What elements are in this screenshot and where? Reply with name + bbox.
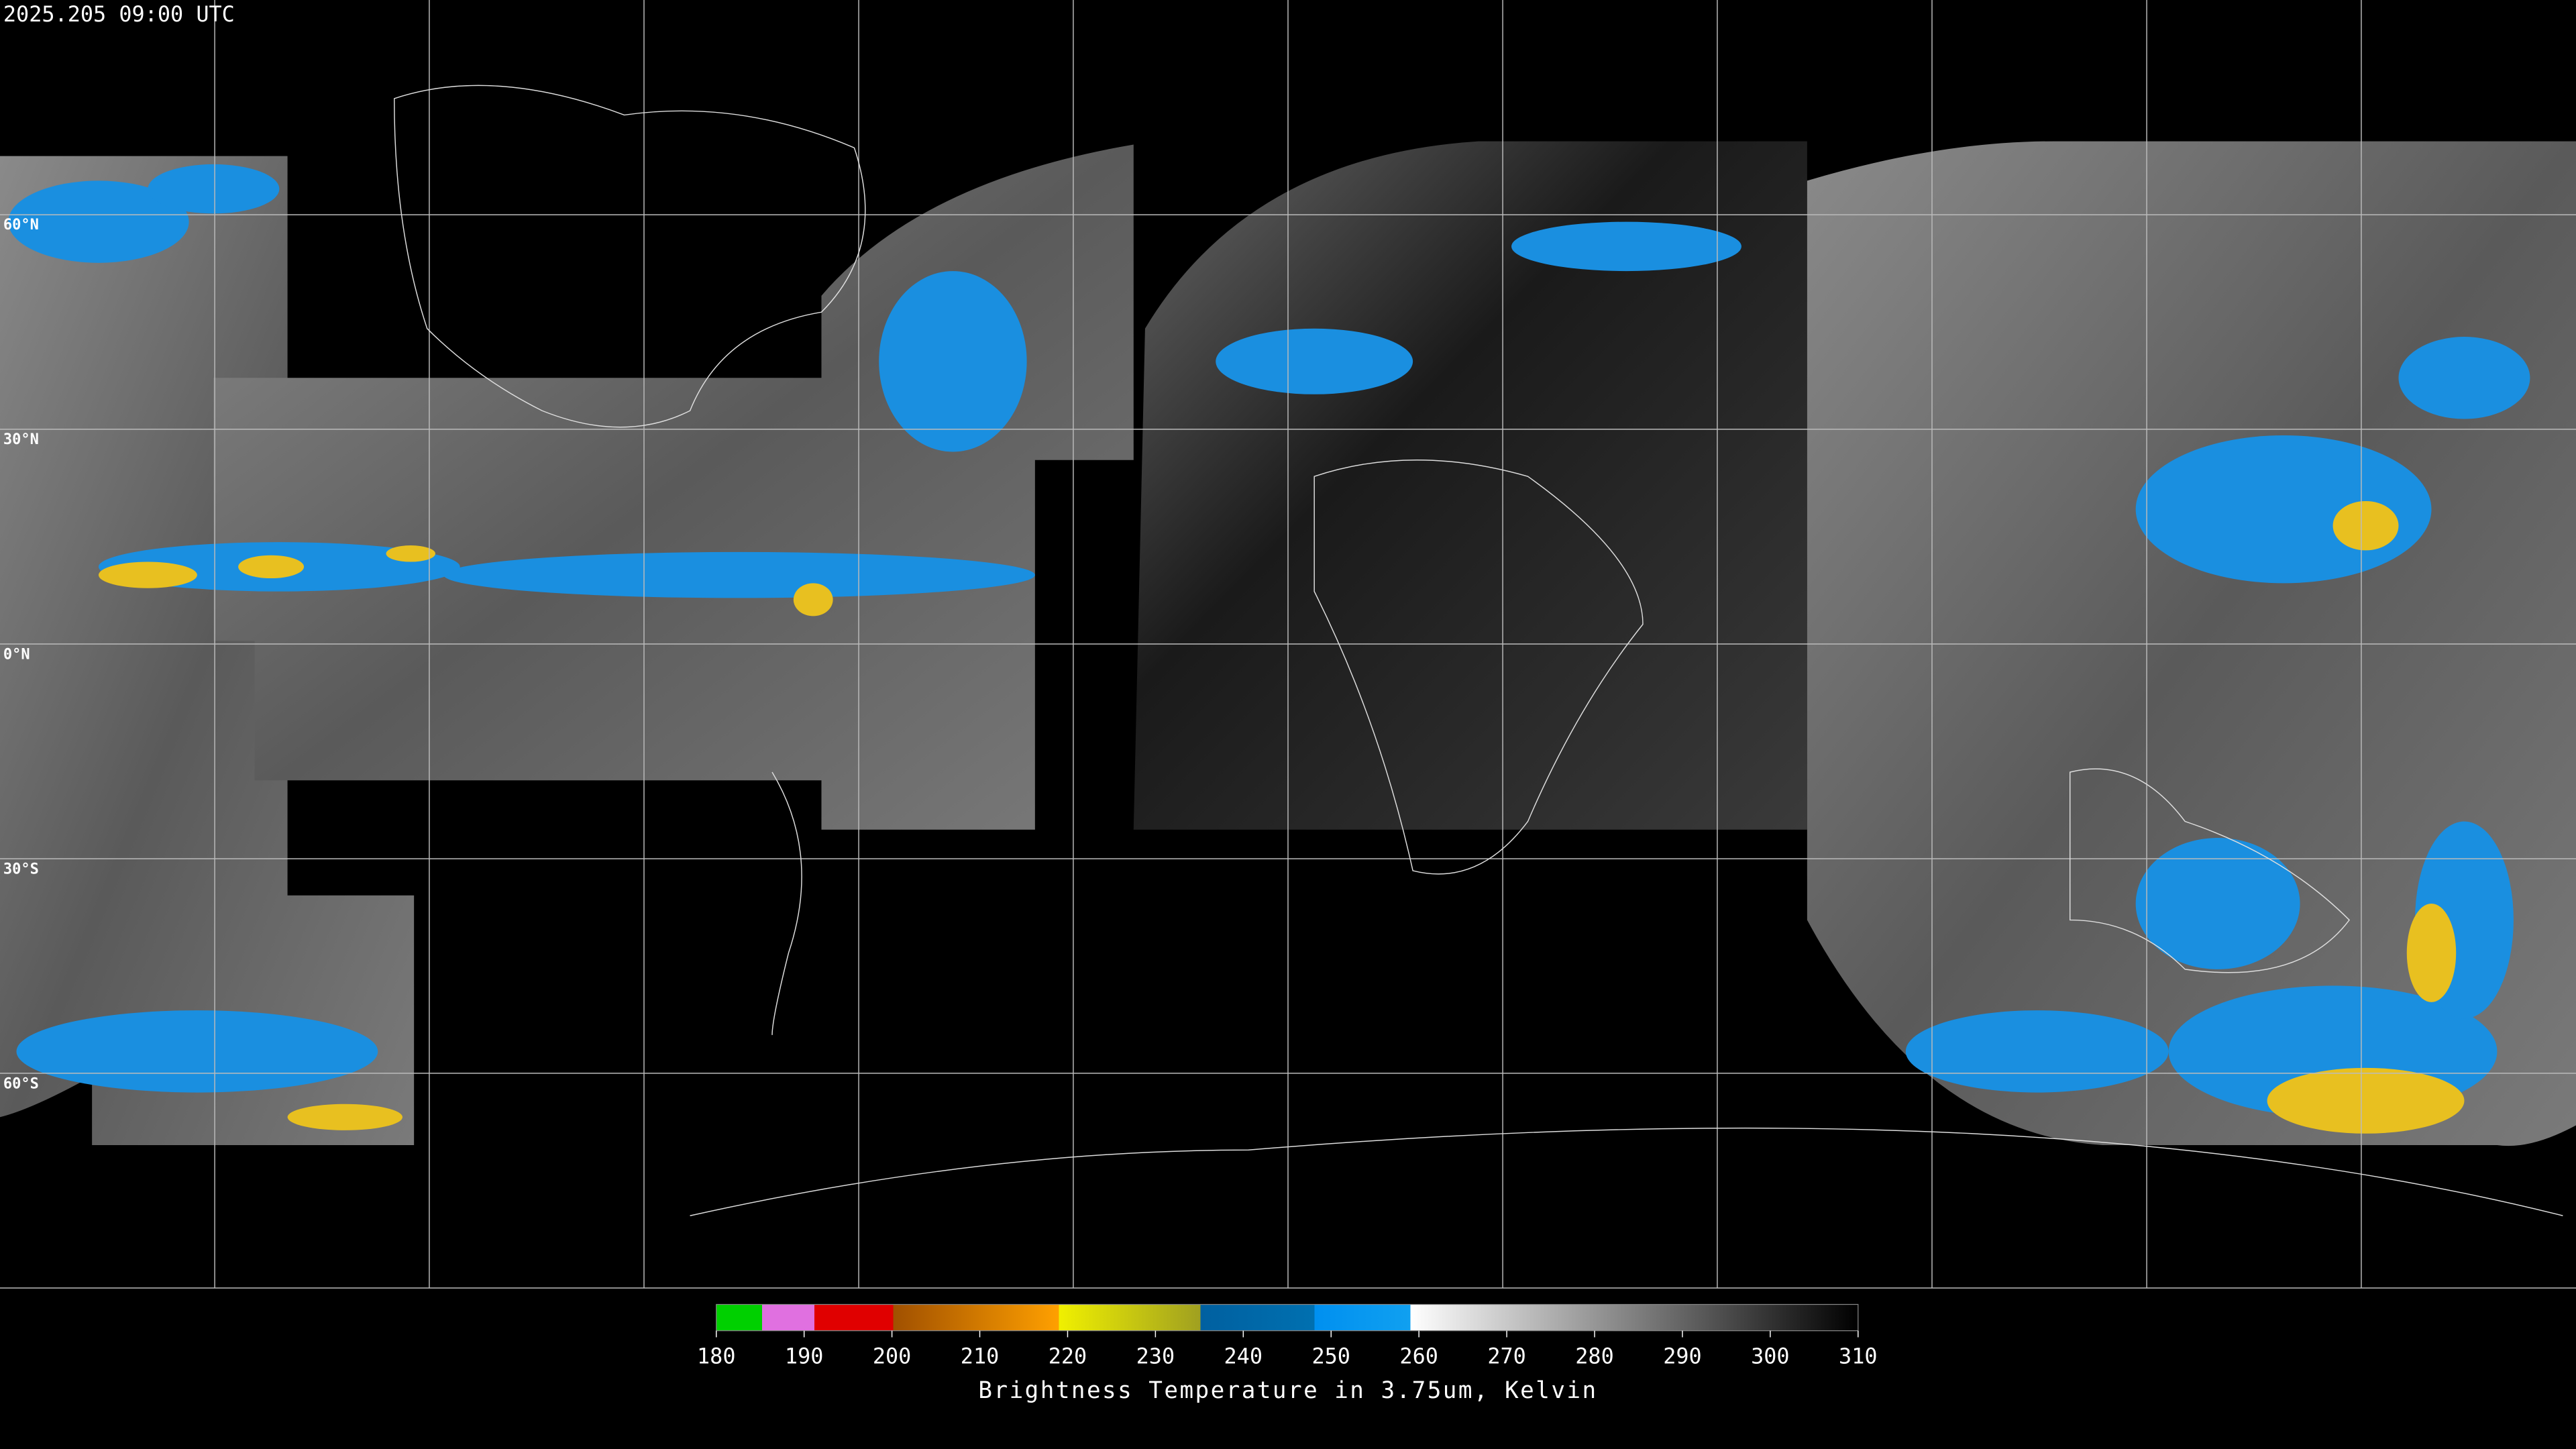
colorbar-tick-label: 310 [1839, 1344, 1877, 1369]
colorbar-label: Brightness Temperature in 3.75um, Kelvin [978, 1377, 1597, 1404]
colorbar-tick-label: 180 [697, 1344, 736, 1369]
imagery [0, 141, 2576, 1146]
colorbar-tick-label: 190 [785, 1344, 824, 1369]
colorbar-ticks: 180 190 200 210 220 230 240 250 260 270 280 290 300 3… [697, 1330, 1878, 1369]
colorbar-tick-label: 230 [1136, 1344, 1175, 1369]
cold-clouds [8, 164, 2530, 1118]
colorbar-tick-label: 250 [1311, 1344, 1350, 1369]
latitude-label: 30°S [3, 861, 39, 877]
timestamp: 2025.205 09:00 UTC [3, 1, 235, 27]
colorbar-tick-label: 210 [961, 1344, 1000, 1369]
imagery-africa-europe [1133, 141, 1807, 830]
colorbar-tick-label: 200 [873, 1344, 912, 1369]
latitude-labels: 60°N 30°N 0°N 30°S 60°S [3, 217, 39, 1092]
latitude-label: 0°N [3, 646, 30, 663]
colorbar-tick-label: 280 [1575, 1344, 1614, 1369]
latitude-label: 60°N [3, 217, 39, 233]
colorbar-tick-label: 300 [1751, 1344, 1789, 1369]
colorbar-tick-label: 240 [1224, 1344, 1263, 1369]
coastlines [394, 85, 2563, 1216]
graticule [0, 0, 2576, 1289]
very-cold-clouds [98, 500, 2465, 1134]
colorbar-tick-label: 290 [1663, 1344, 1702, 1369]
colorbar [716, 1303, 1859, 1332]
colorbar-tick-label: 270 [1487, 1344, 1526, 1369]
latitude-label: 30°N [3, 431, 39, 448]
colorbar-tick-label: 260 [1399, 1344, 1438, 1369]
latitude-label: 60°S [3, 1075, 39, 1092]
colorbar-tick-label: 220 [1049, 1344, 1087, 1369]
imagery-west-pacific [0, 156, 415, 1145]
